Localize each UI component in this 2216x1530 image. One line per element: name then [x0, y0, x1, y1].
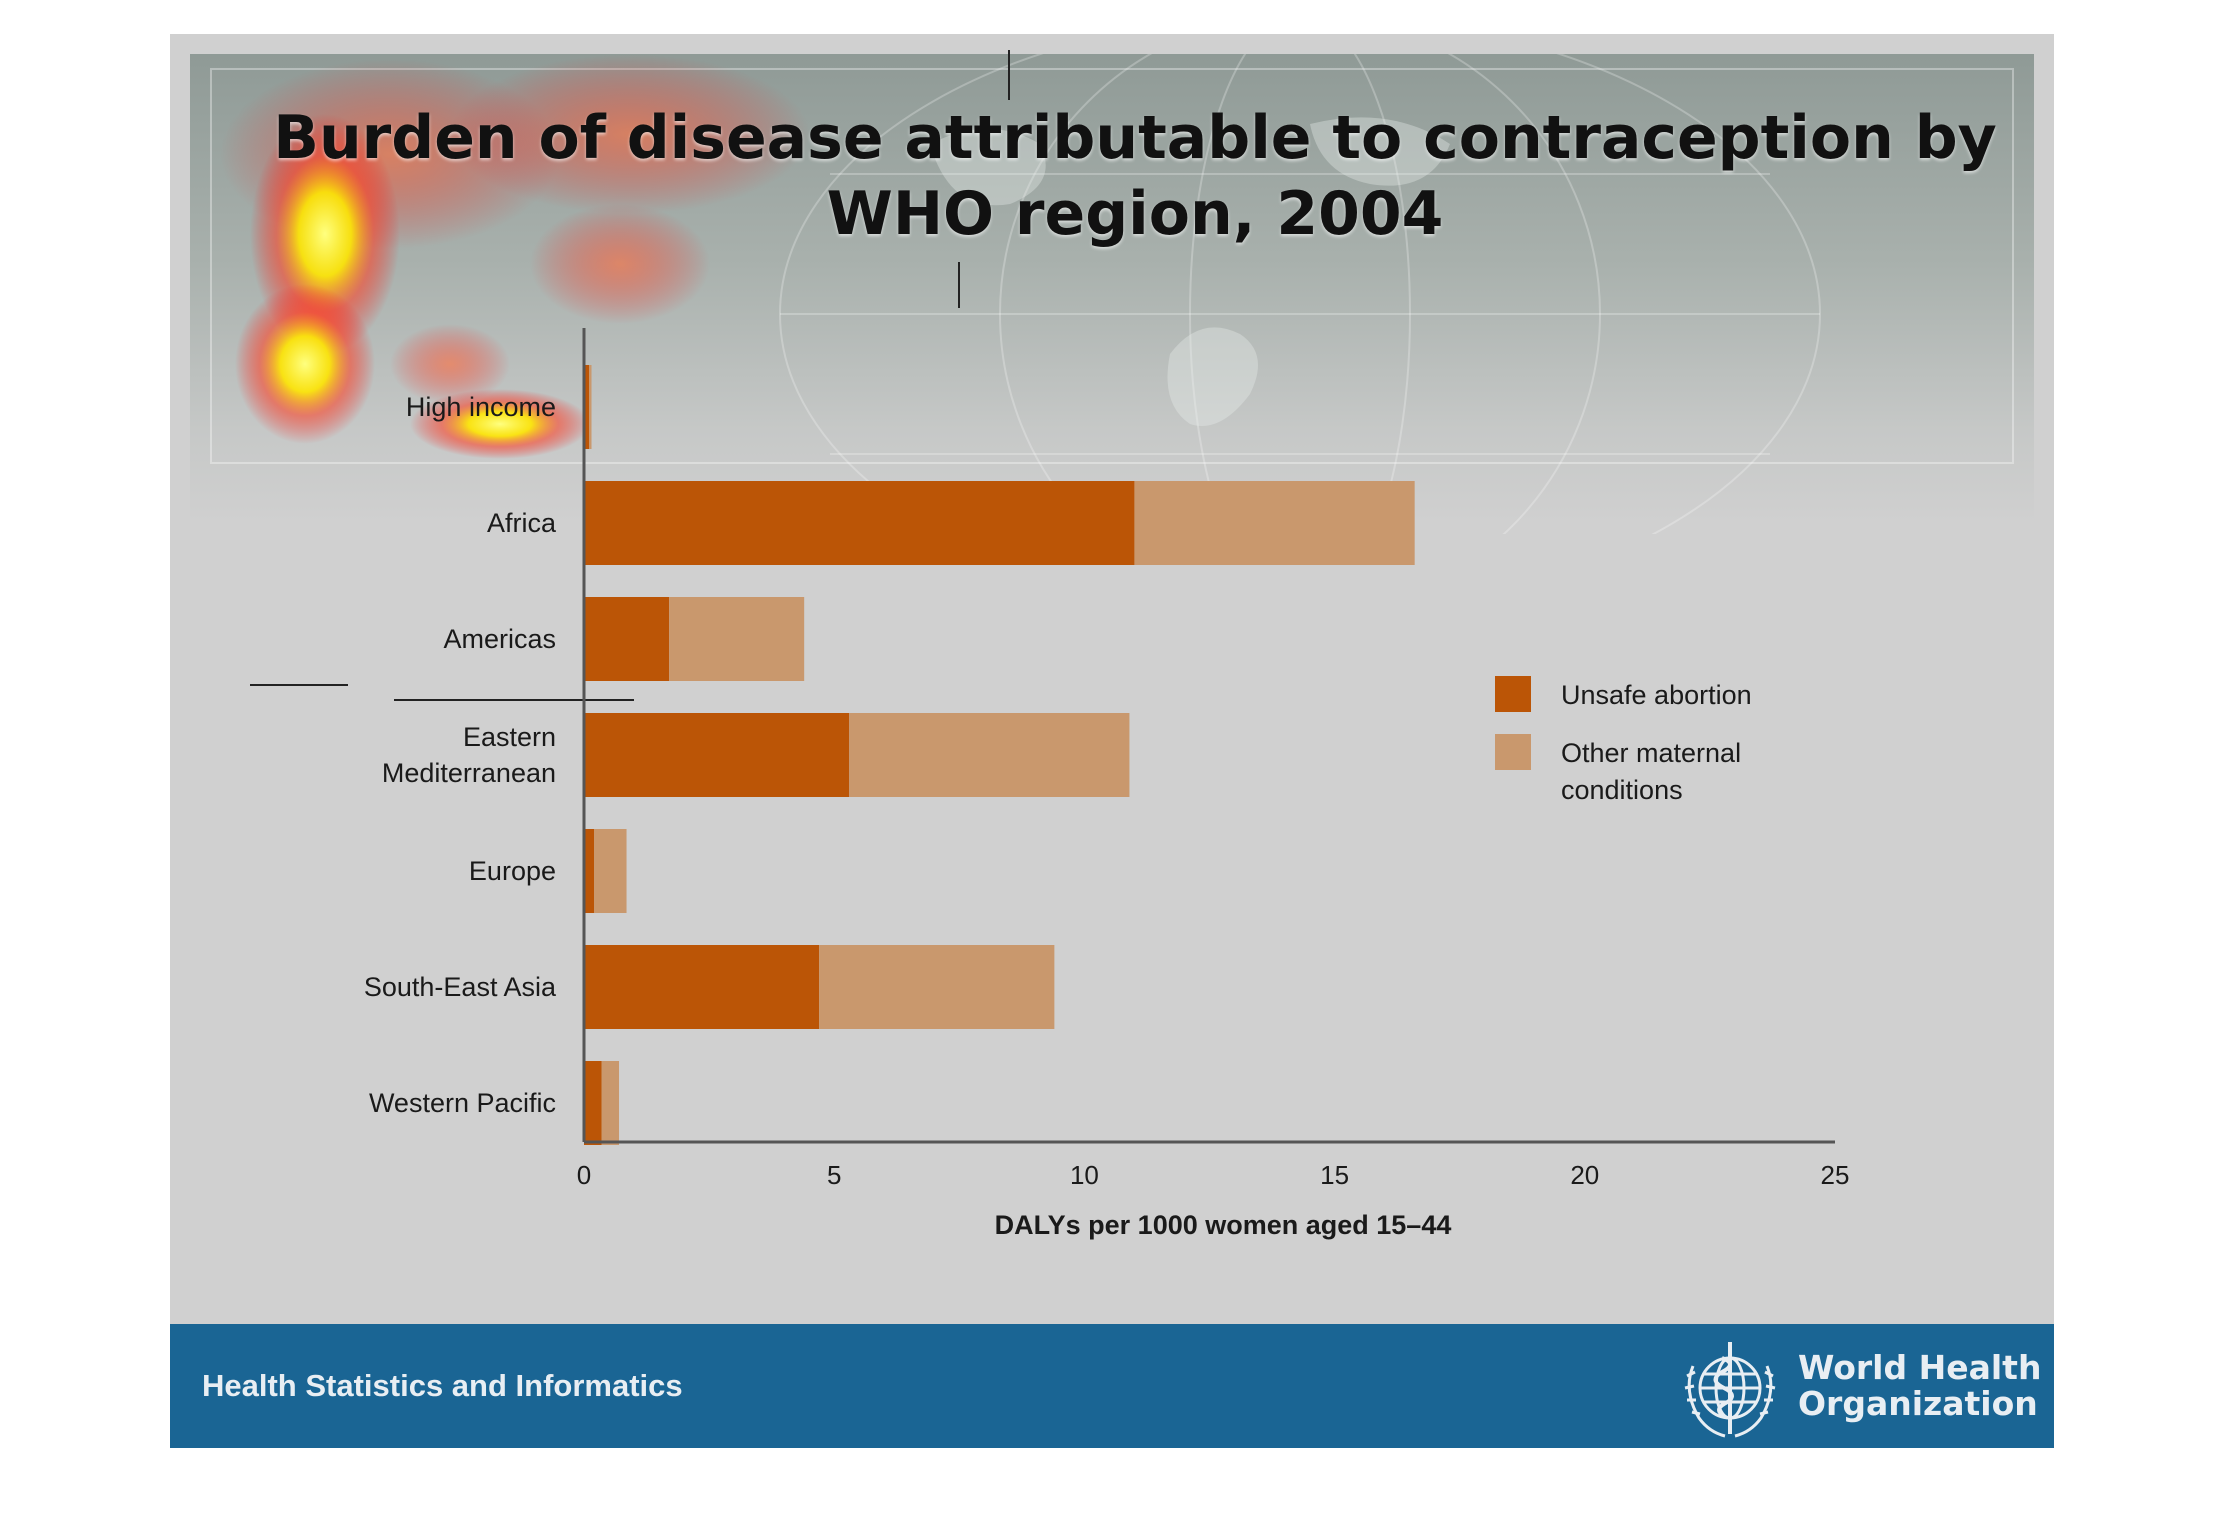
category-label: Western Pacific	[369, 1088, 556, 1118]
x-tick-label: 0	[577, 1160, 591, 1190]
category-label: High income	[406, 392, 556, 422]
organization-name-line1: World Health	[1798, 1348, 2042, 1387]
x-ticks: 0 5 10 15 20 25	[577, 1160, 1850, 1190]
bar-unsafe-abortion-5	[584, 945, 820, 1029]
decorative-line	[1008, 50, 1010, 100]
bar-other-maternal-4	[594, 829, 627, 913]
bar-unsafe-abortion-2	[584, 597, 670, 681]
category-label: Europe	[469, 856, 556, 886]
x-axis-title: DALYs per 1000 women aged 15–44	[995, 1210, 1452, 1240]
bar-unsafe-abortion-0	[584, 365, 590, 449]
legend-label: conditions	[1561, 775, 1683, 805]
legend-label: Other maternal	[1561, 738, 1741, 768]
header-frame	[210, 68, 2014, 464]
bar-unsafe-abortion-1	[584, 481, 1135, 565]
legend-label: Unsafe abortion	[1561, 680, 1752, 710]
bar-other-maternal-6	[601, 1061, 620, 1145]
chart-title: Burden of disease attributable to contra…	[273, 103, 1997, 249]
category-label: Africa	[487, 508, 557, 538]
bar-other-maternal-3	[849, 713, 1130, 797]
category-label: Eastern	[463, 722, 556, 752]
decorative-line	[958, 262, 960, 308]
organization-name-line2: Organization	[1798, 1384, 2038, 1423]
bar-other-maternal-2	[669, 597, 805, 681]
category-label: South-East Asia	[364, 972, 557, 1002]
x-tick-label: 15	[1320, 1160, 1349, 1190]
footer-unit-name: Health Statistics and Informatics	[202, 1368, 683, 1403]
organization-name: World Health Organization	[1798, 1350, 2041, 1422]
slide: Burden of disease attributable to contra…	[170, 34, 2054, 1448]
bar-chart: High income Africa Americas Eastern Mediterr…	[364, 328, 1850, 1240]
category-label: Americas	[443, 624, 556, 654]
footer-band: Health Statistics and Informatics World …	[170, 1324, 2054, 1448]
who-emblem-icon	[1684, 1342, 1776, 1438]
decorative-line	[394, 699, 634, 701]
legend-swatch-other-maternal	[1495, 734, 1531, 770]
bar-other-maternal-0	[589, 365, 592, 449]
bar-unsafe-abortion-4	[584, 829, 595, 913]
x-tick-label: 20	[1570, 1160, 1599, 1190]
bar-other-maternal-1	[1134, 481, 1415, 565]
bar-unsafe-abortion-3	[584, 713, 850, 797]
category-labels: High income Africa Americas Eastern Mediterr…	[364, 392, 557, 1118]
legend-swatch-unsafe-abortion	[1495, 676, 1531, 712]
legend: Unsafe abortion Other maternal conditions	[1495, 676, 1752, 805]
bars-group	[584, 365, 1415, 1145]
x-tick-label: 5	[827, 1160, 841, 1190]
x-tick-label: 10	[1070, 1160, 1099, 1190]
world-map-background-icon	[779, 54, 1821, 534]
bar-other-maternal-5	[819, 945, 1055, 1029]
bar-unsafe-abortion-6	[584, 1061, 602, 1145]
axes	[582, 328, 1835, 1144]
category-label: Mediterranean	[382, 758, 556, 788]
decorative-line	[250, 684, 348, 686]
x-tick-label: 25	[1821, 1160, 1850, 1190]
